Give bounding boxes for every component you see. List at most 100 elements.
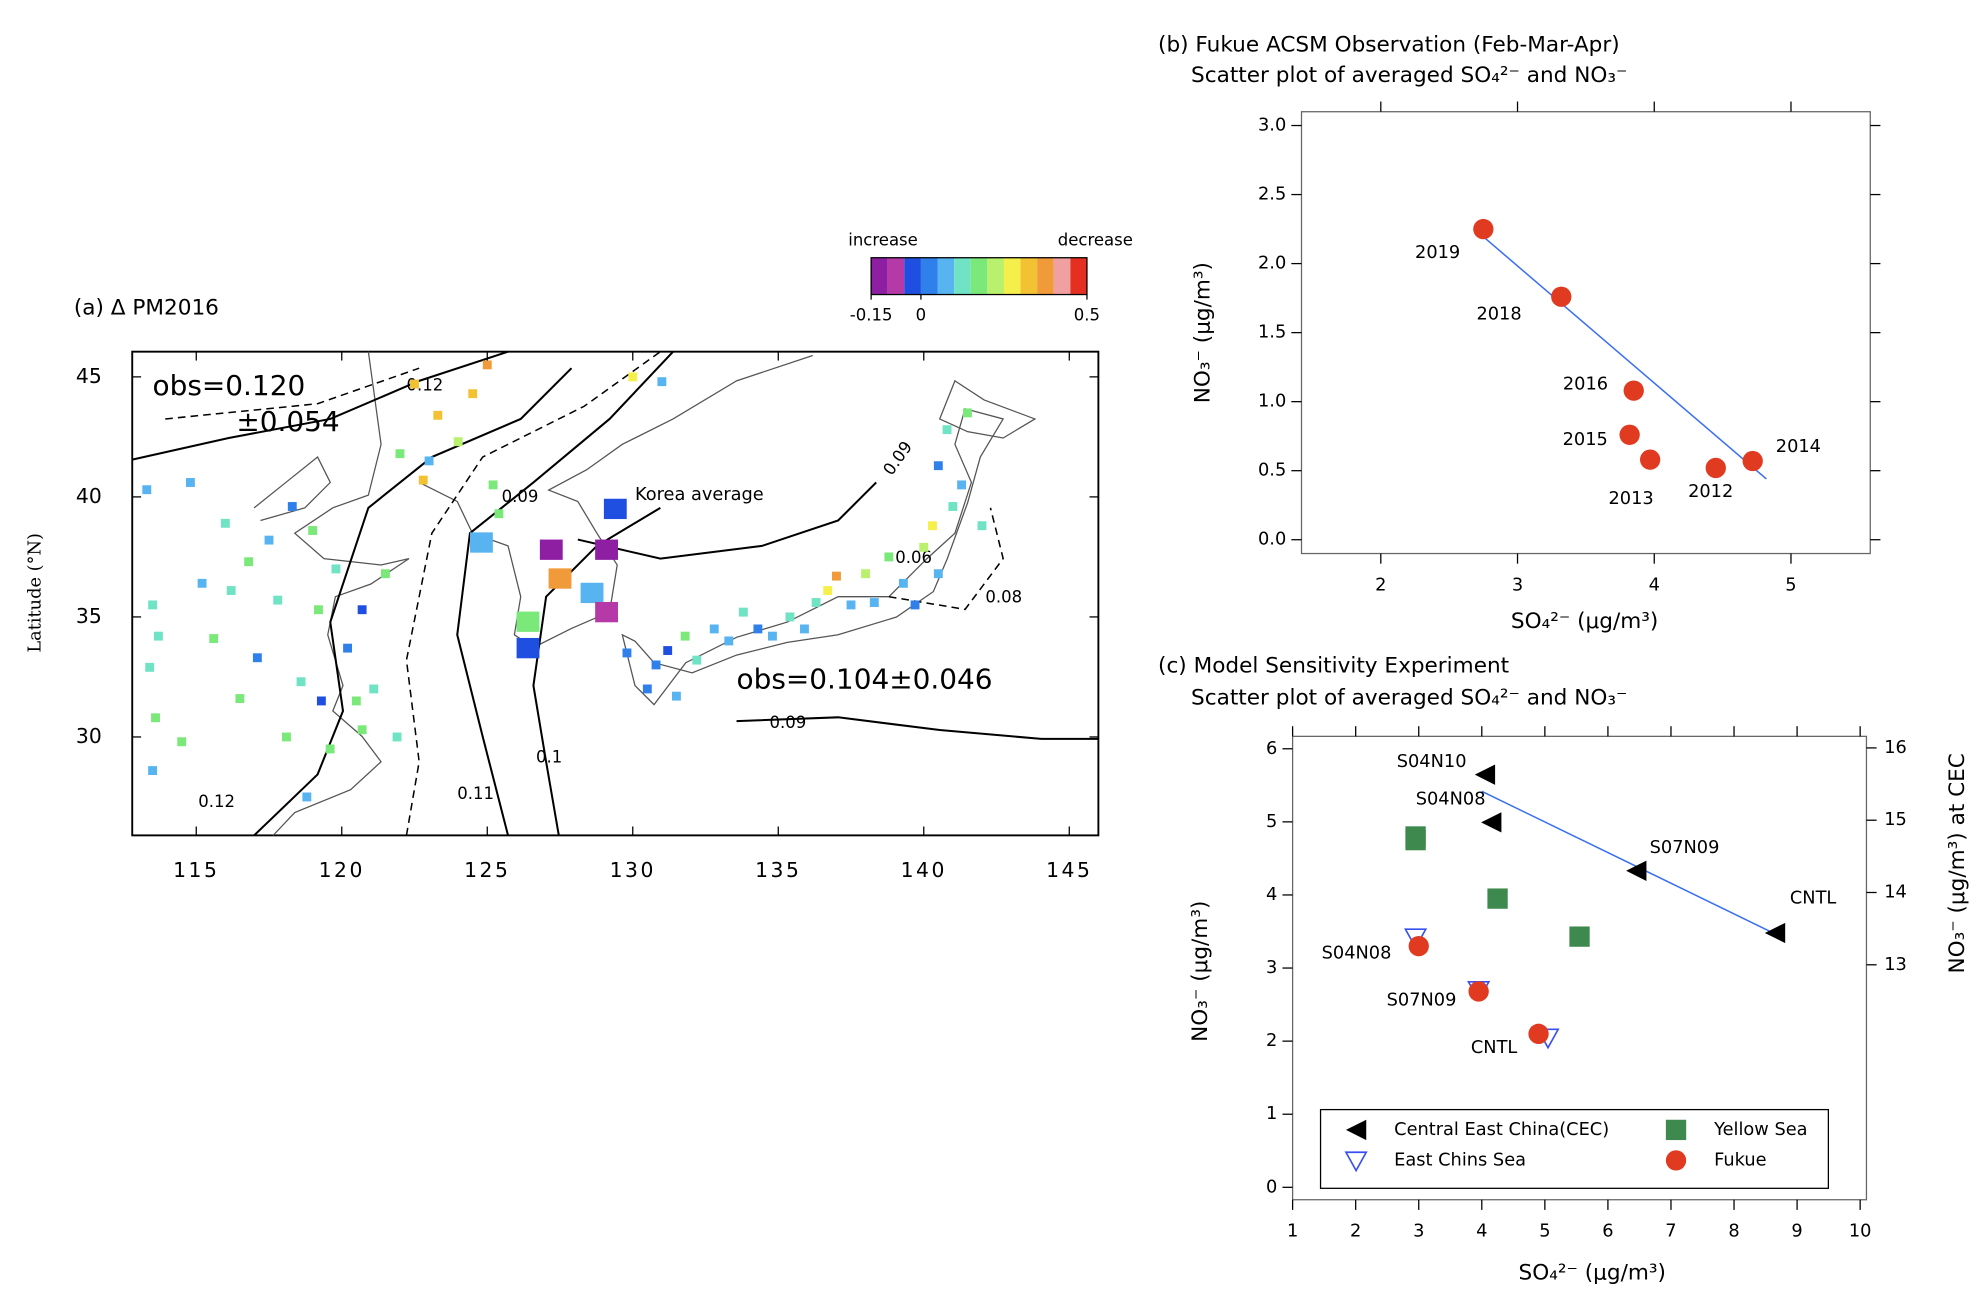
legend-marker <box>1665 1119 1687 1141</box>
x-tick-label: 5 <box>1539 1221 1550 1241</box>
colorbar-box <box>937 257 955 295</box>
point <box>1528 1023 1549 1044</box>
point <box>1487 888 1508 909</box>
grid-cell <box>898 578 908 588</box>
x-tick-label: 125 <box>464 858 510 882</box>
legend-label: East Chins Sea <box>1394 1150 1526 1170</box>
contour-label: 0.06 <box>895 548 932 567</box>
x-axis-label: SO₄²⁻ (μg/m³) <box>1511 609 1658 634</box>
colorbar-box <box>970 257 988 295</box>
colorbar-box <box>871 257 888 295</box>
grid-cell <box>671 691 681 701</box>
grid-cell <box>410 379 419 389</box>
contour-label: 0.09 <box>502 487 539 506</box>
y2-axis-label: NO₃⁻ (μg/m³) at CEC <box>1945 753 1970 973</box>
grid-cell <box>933 569 943 579</box>
map-title: (a) Δ PM2016 <box>74 296 219 321</box>
colorbar-frame <box>870 257 1088 296</box>
x-tick-label: 115 <box>173 858 219 882</box>
chart-title: (b) Fukue ACSM Observation (Feb-Mar-Apr) <box>1158 33 1620 58</box>
y-tick-label: 0 <box>1266 1177 1277 1197</box>
x-axis-label: SO₄²⁻ (μg/m³) <box>1519 1260 1666 1285</box>
point <box>1619 424 1640 445</box>
colorbar-tick-label: 0.5 <box>1074 306 1100 325</box>
colorbar-tick-label: -0.15 <box>850 306 893 325</box>
korea-cell <box>595 539 619 560</box>
x-tick-label: 8 <box>1728 1221 1739 1241</box>
point <box>1764 922 1786 944</box>
grid-cell <box>153 631 163 641</box>
grid-cell <box>148 600 158 610</box>
point-label: CNTL <box>1471 1038 1518 1058</box>
y-tick-label: 3 <box>1266 958 1277 978</box>
y2-tick-label: 13 <box>1884 955 1907 975</box>
grid-cell <box>692 655 702 665</box>
y-tick-label: 1 <box>1266 1104 1277 1124</box>
x-tick-label: 3 <box>1413 1221 1424 1241</box>
point <box>1481 812 1502 833</box>
colorbar-box <box>1020 257 1038 295</box>
grid-cell <box>424 456 434 466</box>
contours <box>132 350 1099 837</box>
y-tick-label: 1.5 <box>1258 323 1286 343</box>
point <box>1623 380 1644 401</box>
grid-cell <box>177 737 187 747</box>
grid-cell <box>343 643 353 653</box>
colorbar-box <box>1037 257 1054 295</box>
colorbar-box <box>887 257 905 295</box>
grid-cell <box>325 744 335 754</box>
y-tick-label: 0.5 <box>1258 461 1286 481</box>
korea-cell <box>603 498 627 520</box>
annotation: Korea average <box>635 485 764 505</box>
grid-cell <box>657 377 667 387</box>
point <box>1626 860 1647 881</box>
colorbar-box <box>954 257 971 295</box>
point-label: 2018 <box>1476 305 1521 325</box>
y-tick-label: 45 <box>76 364 102 388</box>
grid-cell <box>308 526 318 535</box>
x-tick-label: 3 <box>1512 575 1523 595</box>
grid-cell <box>622 648 632 658</box>
x-tick-label: 1 <box>1287 1221 1298 1241</box>
point <box>1569 926 1590 947</box>
grid-cell <box>709 624 719 634</box>
fit-line <box>1481 790 1773 933</box>
legend-label: Yellow Sea <box>1713 1120 1807 1140</box>
chart-subtitle: Scatter plot of averaged SO₄²⁻ and NO₃⁻ <box>1191 685 1627 710</box>
grid-cell <box>753 624 763 634</box>
grid-cell <box>823 586 833 595</box>
point-label: S04N08 <box>1322 944 1392 964</box>
korea-cell <box>516 611 540 632</box>
grid-cell <box>296 677 306 687</box>
y-tick-label: 35 <box>76 604 102 628</box>
point-label: 2015 <box>1563 430 1608 450</box>
grid-cell <box>846 600 856 610</box>
y2-tick-label: 14 <box>1884 882 1907 902</box>
point-label: S04N10 <box>1397 752 1467 772</box>
y-axis-label: Latitude (°N) <box>26 533 46 653</box>
grid-cell <box>331 564 341 574</box>
korea-cell <box>539 539 563 560</box>
grid-cell <box>395 449 405 459</box>
grid-cell <box>197 578 207 588</box>
grid-cell <box>316 696 326 706</box>
grid-cell <box>628 372 638 382</box>
grid-cell <box>369 684 379 694</box>
grid-cell <box>314 605 323 615</box>
grid-cell <box>433 410 443 420</box>
colorbar-box <box>1053 257 1071 295</box>
legend-frame <box>1319 1108 1830 1189</box>
x-tick-label: 4 <box>1649 575 1660 595</box>
grid-cell <box>869 598 879 607</box>
grid-cell <box>418 475 428 485</box>
grid-cell <box>220 518 230 528</box>
korea-cell <box>580 582 604 604</box>
y-tick-label: 2.0 <box>1258 254 1286 274</box>
grid-cell <box>235 694 245 703</box>
grid-cell <box>724 636 734 646</box>
grid-cell <box>948 502 958 511</box>
legend-label: Fukue <box>1714 1150 1766 1170</box>
grid-cell <box>392 732 402 742</box>
grid-cell <box>832 571 841 581</box>
